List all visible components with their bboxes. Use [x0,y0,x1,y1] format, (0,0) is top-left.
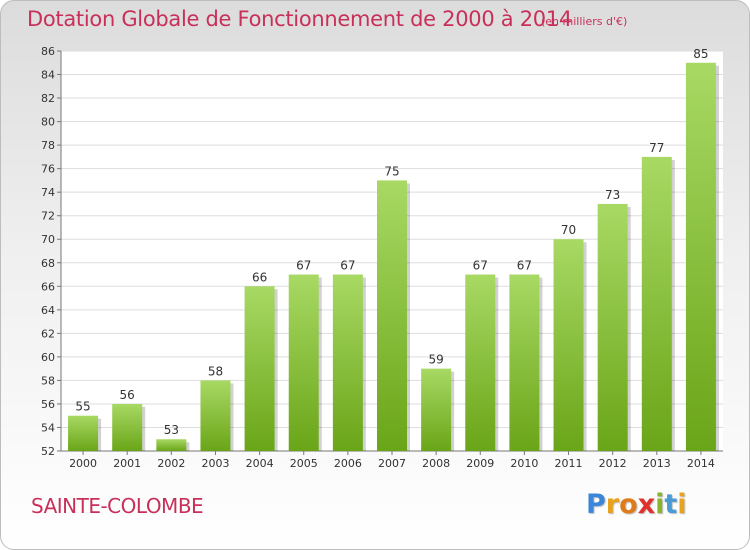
y-tick-label: 76 [41,163,55,176]
y-tick-label: 56 [41,398,55,411]
y-tick-label: 58 [41,374,55,387]
logo-letter: i [655,489,665,520]
bar [553,239,584,451]
x-tick-label: 2008 [422,457,450,470]
bar [112,403,143,451]
y-tick-label: 60 [41,351,55,364]
y-tick-label: 66 [41,280,55,293]
data-label: 75 [384,164,399,178]
x-tick-label: 2013 [643,457,671,470]
bar [332,274,363,451]
x-tick-label: 2011 [555,457,583,470]
data-label: 73 [605,188,620,202]
proxiti-logo: Proxiti [586,489,687,520]
y-tick-label: 74 [41,186,55,199]
data-label: 55 [75,400,90,414]
bar [641,156,672,451]
y-tick-label: 72 [41,210,55,223]
bar [421,368,452,451]
bar [288,274,319,451]
x-tick-label: 2004 [246,457,274,470]
y-tick-label: 84 [41,69,55,82]
y-tick-label: 80 [41,116,55,129]
data-label: 67 [517,259,532,273]
data-label: 59 [428,353,443,367]
logo-letter: i [677,489,687,520]
data-label: 53 [164,423,179,437]
bar [244,286,275,451]
bar [377,180,407,452]
y-tick-label: 70 [41,233,55,246]
x-tick-label: 2002 [157,457,185,470]
bar [465,274,496,451]
logo-letter: o [619,489,638,520]
y-tick-label: 52 [41,445,55,458]
x-tick-label: 2010 [510,457,538,470]
y-tick-label: 68 [41,257,55,270]
bar [68,415,99,451]
logo-letter: r [605,489,620,520]
data-label: 56 [120,388,135,402]
x-tick-label: 2000 [69,457,97,470]
bar [156,439,187,451]
y-tick-label: 64 [41,304,55,317]
x-tick-label: 2007 [378,457,406,470]
x-tick-label: 2005 [290,457,318,470]
chart-title: Dotation Globale de Fonctionnement de 20… [27,7,572,31]
bar [685,62,716,451]
data-label: 67 [340,259,355,273]
x-tick-label: 2006 [334,457,362,470]
y-tick-label: 54 [41,421,55,434]
y-tick-label: 62 [41,327,55,340]
data-label: 67 [473,259,488,273]
data-label: 77 [649,141,664,155]
x-tick-label: 2001 [113,457,141,470]
logo-letter: t [664,489,678,520]
commune-name: SAINTE-COLOMBE [31,494,204,518]
data-label: 58 [208,364,223,378]
y-tick-label: 82 [41,92,55,105]
x-tick-label: 2012 [599,457,627,470]
y-tick-label: 78 [41,139,55,152]
bar [200,380,231,451]
data-label: 85 [693,47,708,61]
data-label: 66 [252,270,267,284]
x-tick-label: 2014 [687,457,715,470]
data-label: 67 [296,259,311,273]
data-label: 70 [561,223,576,237]
bar [597,203,628,451]
logo-letter: x [637,489,656,520]
logo-letter: P [586,489,606,520]
bar [509,274,540,451]
x-tick-label: 2003 [201,457,229,470]
unit-note: (en milliers d'€) [541,15,628,28]
y-tick-label: 86 [41,45,55,58]
x-tick-label: 2009 [466,457,494,470]
